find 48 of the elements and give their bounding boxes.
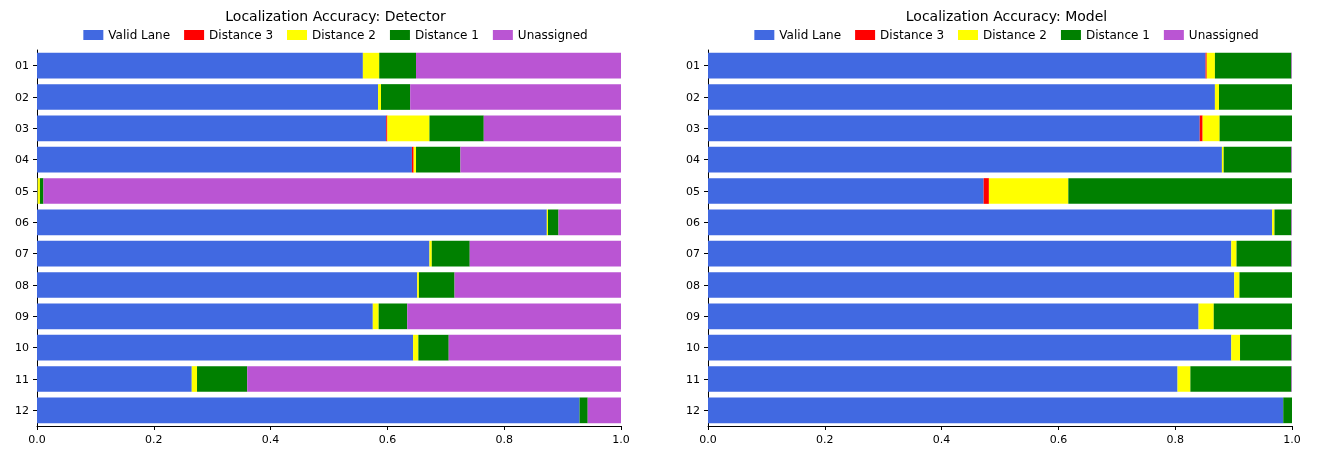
legend-label: Unassigned	[517, 28, 588, 42]
y-tick-label: 12	[15, 403, 29, 417]
legend-label: Distance 1	[1085, 28, 1150, 42]
x-tick-label: 0.0	[699, 433, 717, 446]
x-tick-label: 0.4	[932, 433, 951, 446]
y-tick-label: 11	[686, 372, 700, 386]
x-tick-label: 0.0	[28, 433, 46, 446]
x-tick-label: 0.4	[261, 433, 280, 446]
legend-label: Distance 3	[880, 28, 945, 42]
y-tick-label: 06	[15, 215, 29, 229]
y-tick-label: 08	[15, 278, 29, 292]
legend-label: Distance 1	[414, 28, 479, 42]
chart-title: Localization Accuracy: Model	[905, 8, 1108, 24]
chart-title: Localization Accuracy: Detector	[225, 8, 446, 24]
y-tick-label: 12	[686, 403, 700, 417]
y-tick-label: 09	[15, 309, 29, 323]
y-tick-label: 04	[686, 153, 700, 167]
y-tick-label: 08	[686, 278, 700, 292]
y-tick-label: 04	[15, 153, 29, 167]
x-tick-label: 0.6	[1049, 433, 1068, 446]
x-tick-label: 0.8	[1166, 433, 1184, 446]
y-tick-label: 02	[15, 90, 29, 104]
y-tick-label: 07	[686, 247, 700, 261]
x-tick-label: 0.2	[816, 433, 834, 446]
legend-label: Distance 2	[312, 28, 376, 42]
x-tick-label: 0.2	[145, 433, 163, 446]
y-tick-label: 09	[686, 309, 700, 323]
legend-label: Valid Lane	[779, 28, 842, 42]
y-tick-label: 10	[686, 341, 700, 355]
y-tick-label: 03	[15, 121, 29, 135]
y-tick-label: 05	[686, 184, 700, 198]
y-tick-label: 02	[686, 90, 700, 104]
x-tick-label: 1.0	[612, 433, 630, 446]
legend-label: Unassigned	[1188, 28, 1259, 42]
x-tick-label: 1.0	[1283, 433, 1301, 446]
y-tick-label: 01	[686, 59, 700, 73]
y-tick-label: 06	[686, 215, 700, 229]
y-tick-label: 10	[15, 341, 29, 355]
x-tick-label: 0.8	[495, 433, 513, 446]
y-tick-label: 01	[15, 59, 29, 73]
y-tick-label: 03	[686, 121, 700, 135]
y-tick-label: 05	[15, 184, 29, 198]
x-tick-label: 0.6	[378, 433, 397, 446]
y-tick-label: 07	[15, 247, 29, 261]
legend-label: Distance 3	[209, 28, 274, 42]
legend-label: Valid Lane	[108, 28, 171, 42]
legend-label: Distance 2	[983, 28, 1047, 42]
y-tick-label: 11	[15, 372, 29, 386]
